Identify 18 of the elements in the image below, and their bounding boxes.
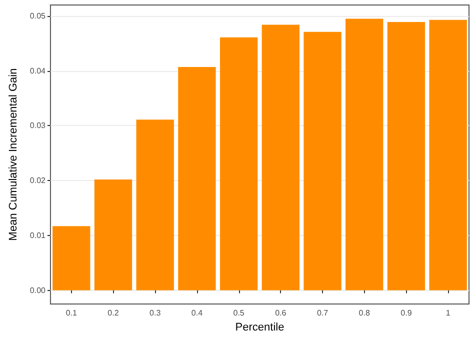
x-tick-label: 0.4: [191, 308, 204, 318]
x-tick-label: 0.8: [358, 308, 370, 318]
y-tick-label: 0.01: [30, 230, 46, 240]
x-tick-label: 0.7: [316, 308, 329, 318]
y-tick-label: 0.02: [30, 176, 46, 186]
x-tick-label: 0.3: [150, 308, 162, 318]
x-tick-label: 0.5: [233, 308, 245, 318]
y-tick-label: 0.00: [30, 286, 46, 295]
x-tick-label: 0.6: [275, 308, 287, 318]
x-tick-label: 0.1: [66, 308, 78, 318]
x-tick-label: 0.2: [108, 308, 120, 318]
y-axis-title: Mean Cumulative Incremental Gain: [8, 68, 20, 241]
x-axis-title: Percentile: [235, 322, 284, 334]
y-tick-label: 0.04: [30, 66, 46, 76]
y-tick-label: 0.03: [30, 121, 46, 130]
x-tick-label: 0.9: [400, 308, 412, 318]
y-tick-label: 0.05: [30, 11, 46, 20]
x-tick-label: 1: [446, 308, 451, 318]
